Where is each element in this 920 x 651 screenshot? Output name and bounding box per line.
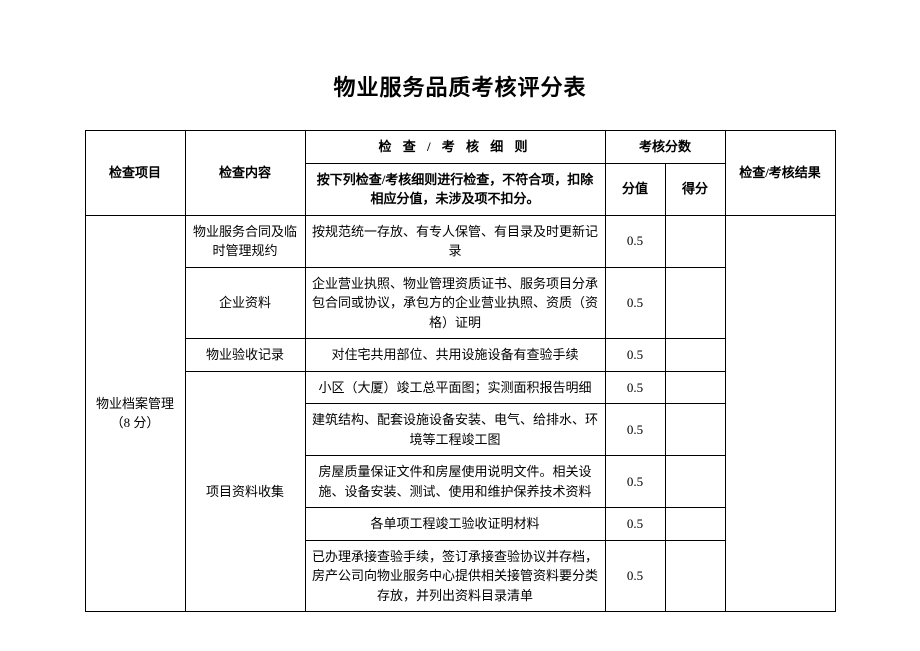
rule-cell: 对住宅共用部位、共用设施设备有查验手续 xyxy=(305,339,605,372)
score-value-cell: 0.5 xyxy=(605,508,665,541)
score-value-cell: 0.5 xyxy=(605,267,665,339)
rule-cell: 按规范统一存放、有专人保管、有目录及时更新记录 xyxy=(305,215,605,267)
table-row: 物业验收记录对住宅共用部位、共用设施设备有查验手续0.5 xyxy=(85,339,835,372)
score-got-cell xyxy=(665,215,725,267)
col-header-result: 检查/考核结果 xyxy=(725,131,835,216)
rule-cell: 已办理承接查验手续，签订承接查验协议并存档，房产公司向物业服务中心提供相关接管资… xyxy=(305,540,605,612)
content-cell: 项目资料收集 xyxy=(185,371,305,612)
col-header-content: 检查内容 xyxy=(185,131,305,216)
score-value-cell: 0.5 xyxy=(605,456,665,508)
col-header-rule-sub: 按下列检查/考核细则进行检查，不符合项，扣除相应分值，未涉及项不扣分。 xyxy=(305,163,605,215)
rule-cell: 企业营业执照、物业管理资质证书、服务项目分承包合同或协议，承包方的企业营业执照、… xyxy=(305,267,605,339)
score-value-cell: 0.5 xyxy=(605,404,665,456)
content-cell: 企业资料 xyxy=(185,267,305,339)
rule-cell: 小区（大厦）竣工总平面图；实测面积报告明细 xyxy=(305,371,605,404)
score-value-cell: 0.5 xyxy=(605,215,665,267)
score-value-cell: 0.5 xyxy=(605,339,665,372)
score-value-cell: 0.5 xyxy=(605,540,665,612)
content-cell: 物业验收记录 xyxy=(185,339,305,372)
evaluation-table: 检查项目 检查内容 检 查 / 考 核 细 则 考核分数 检查/考核结果 按下列… xyxy=(85,130,836,612)
table-body: 物业档案管理（8 分）物业服务合同及临时管理规约按规范统一存放、有专人保管、有目… xyxy=(85,215,835,612)
score-got-cell xyxy=(665,508,725,541)
table-header-row-1: 检查项目 检查内容 检 查 / 考 核 细 则 考核分数 检查/考核结果 xyxy=(85,131,835,164)
col-header-score-value: 分值 xyxy=(605,163,665,215)
result-cell xyxy=(725,215,835,612)
table-row: 项目资料收集小区（大厦）竣工总平面图；实测面积报告明细0.5 xyxy=(85,371,835,404)
category-cell: 物业档案管理（8 分） xyxy=(85,215,185,612)
score-got-cell xyxy=(665,404,725,456)
table-row: 企业资料企业营业执照、物业管理资质证书、服务项目分承包合同或协议，承包方的企业营… xyxy=(85,267,835,339)
page-title: 物业服务品质考核评分表 xyxy=(0,70,920,102)
score-got-cell xyxy=(665,371,725,404)
score-got-cell xyxy=(665,267,725,339)
table-row: 物业档案管理（8 分）物业服务合同及临时管理规约按规范统一存放、有专人保管、有目… xyxy=(85,215,835,267)
rule-cell: 建筑结构、配套设施设备安装、电气、给排水、环境等工程竣工图 xyxy=(305,404,605,456)
rule-cell: 各单项工程竣工验收证明材料 xyxy=(305,508,605,541)
score-value-cell: 0.5 xyxy=(605,371,665,404)
col-header-rule-group: 检 查 / 考 核 细 则 xyxy=(305,131,605,164)
score-got-cell xyxy=(665,339,725,372)
rule-cell: 房屋质量保证文件和房屋使用说明文件。相关设施、设备安装、测试、使用和维护保养技术… xyxy=(305,456,605,508)
col-header-project: 检查项目 xyxy=(85,131,185,216)
score-got-cell xyxy=(665,540,725,612)
col-header-score-group: 考核分数 xyxy=(605,131,725,164)
col-header-score-got: 得分 xyxy=(665,163,725,215)
score-got-cell xyxy=(665,456,725,508)
content-cell: 物业服务合同及临时管理规约 xyxy=(185,215,305,267)
